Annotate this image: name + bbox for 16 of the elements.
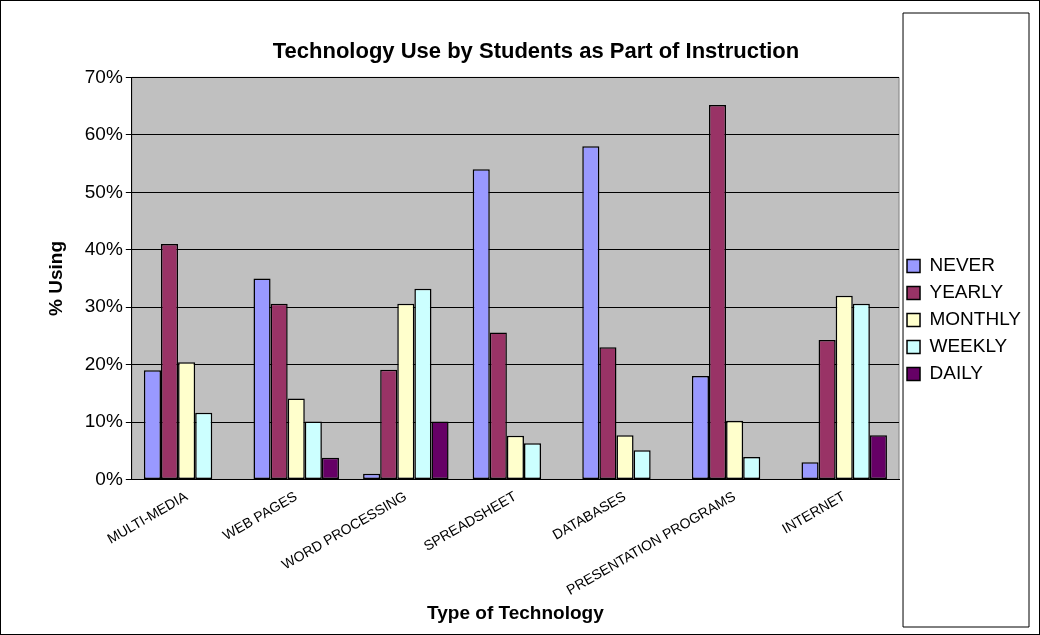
y-tick-label: 50% bbox=[84, 180, 123, 202]
y-tick-label: 10% bbox=[84, 410, 123, 432]
legend-label: NEVER bbox=[929, 254, 995, 276]
y-tick-label: 40% bbox=[84, 237, 123, 259]
y-tick-label: 20% bbox=[84, 352, 123, 374]
legend-label: DAILY bbox=[929, 362, 984, 384]
legend-label: MONTHLY bbox=[929, 308, 1022, 330]
legend-label: WEEKLY bbox=[929, 335, 1008, 357]
x-axis-title: Type of Technology bbox=[427, 601, 605, 623]
y-tick-label: 60% bbox=[84, 123, 123, 145]
y-axis-title: % Using bbox=[44, 240, 66, 316]
y-tick-label: 30% bbox=[84, 295, 123, 317]
legend-label: YEARLY bbox=[929, 281, 1004, 303]
chart-title: Technology Use by Students as Part of Instruction bbox=[272, 38, 800, 64]
y-tick-label: 0% bbox=[95, 467, 123, 489]
y-tick-label: 70% bbox=[84, 65, 123, 87]
